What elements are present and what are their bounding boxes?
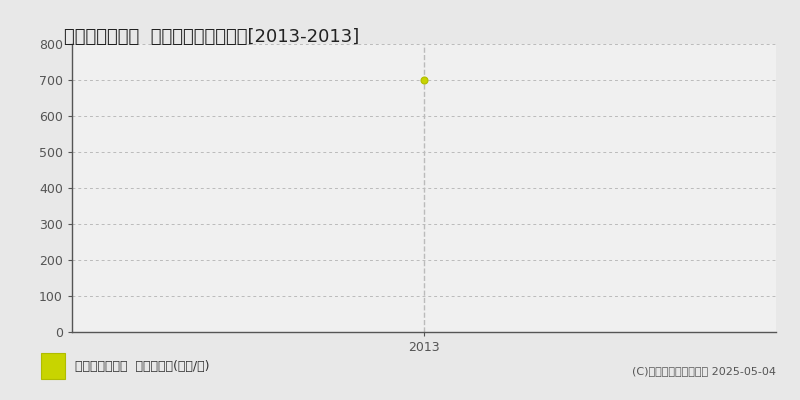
Bar bbox=[41, 353, 66, 379]
Text: マンション価格  平均嵪単価(万円/嵪): マンション価格 平均嵪単価(万円/嵪) bbox=[74, 360, 209, 372]
Text: 千代田区有楽町  マンション価格推移[2013-2013]: 千代田区有楽町 マンション価格推移[2013-2013] bbox=[64, 28, 359, 46]
Text: (C)土地価格ドットコム 2025-05-04: (C)土地価格ドットコム 2025-05-04 bbox=[632, 366, 776, 376]
